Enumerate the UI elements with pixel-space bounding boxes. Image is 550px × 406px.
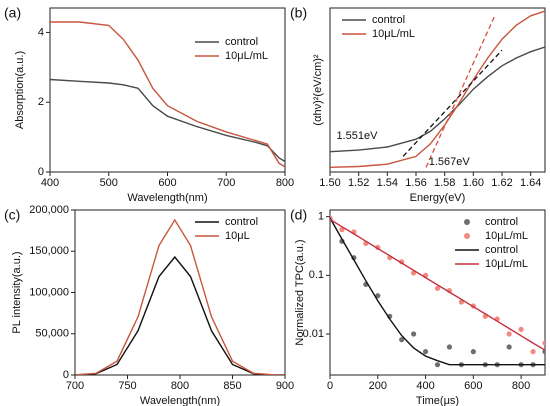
x-tick-label: 700 xyxy=(217,177,235,189)
panel-label: (d) xyxy=(290,207,307,223)
x-axis-label: Time(μs) xyxy=(416,395,459,406)
data-point xyxy=(375,293,381,299)
plot-frame xyxy=(49,7,286,173)
x-tick-label: 400 xyxy=(41,177,59,189)
fit-line xyxy=(425,15,496,168)
y-tick-label: 0 xyxy=(63,369,69,381)
panel-label: (a) xyxy=(4,5,21,21)
data-point xyxy=(422,349,429,355)
data-point xyxy=(446,344,453,350)
y-axis-label: Absorption(a.u.) xyxy=(14,51,26,129)
y-tick-label: 100,000 xyxy=(29,286,69,298)
x-tick-label: 900 xyxy=(276,380,294,392)
x-tick-label: 700 xyxy=(66,380,84,392)
data-line xyxy=(330,218,545,351)
y-tick-label: 200,000 xyxy=(29,204,69,216)
legend-swatch xyxy=(464,219,470,225)
y-axis-label: PL intensity(a.u.) xyxy=(11,251,23,333)
x-axis-label: Energy(eV) xyxy=(410,192,466,204)
data-point xyxy=(339,227,345,233)
legend-label: 10μL xyxy=(225,230,250,242)
data-point xyxy=(411,331,417,337)
annotation: 1.567eV xyxy=(429,156,471,168)
data-line xyxy=(330,217,545,366)
data-point xyxy=(506,344,512,350)
legend-label: control xyxy=(485,216,518,228)
x-axis-label: Wavelength(nm) xyxy=(127,192,207,204)
legend-label: 10μL/mL xyxy=(372,28,415,40)
data-point xyxy=(530,349,536,355)
y-tick-label: 0 xyxy=(38,166,44,178)
y-tick-label: 0.01 xyxy=(303,328,324,340)
x-tick-label: 0 xyxy=(327,380,333,392)
legend-swatch xyxy=(464,233,470,239)
data-point xyxy=(470,349,476,355)
data-point xyxy=(542,340,545,346)
annotation: 1.551eV xyxy=(336,130,378,142)
data-point xyxy=(399,337,405,343)
legend-label: control xyxy=(225,36,258,48)
x-tick-label: 500 xyxy=(100,177,118,189)
plot-frame xyxy=(329,7,546,173)
data-line xyxy=(75,255,285,375)
data-line xyxy=(50,21,285,168)
data-point xyxy=(434,362,441,368)
x-tick-label: 1.58 xyxy=(434,177,455,189)
data-line xyxy=(330,46,545,153)
legend-label: 10μL/mL xyxy=(225,50,268,62)
y-axis-label: (αhν)²(eV/cm)² xyxy=(312,54,324,125)
x-tick-label: 1.62 xyxy=(491,177,512,189)
x-tick-label: 600 xyxy=(464,380,482,392)
x-tick-label: 750 xyxy=(118,380,136,392)
x-tick-label: 600 xyxy=(158,177,176,189)
plot-frame xyxy=(74,209,286,376)
x-tick-label: 800 xyxy=(276,177,294,189)
data-point xyxy=(434,285,441,291)
x-tick-label: 800 xyxy=(171,380,189,392)
data-point xyxy=(518,326,524,332)
data-point xyxy=(506,331,512,337)
legend-label: control xyxy=(225,216,258,228)
plot-frame xyxy=(329,209,546,376)
x-tick-label: 200 xyxy=(369,380,387,392)
y-tick-label: 50,000 xyxy=(35,328,69,340)
x-tick-label: 1.52 xyxy=(348,177,369,189)
y-tick-label: 2 xyxy=(38,96,44,108)
data-line xyxy=(75,218,285,375)
x-tick-label: 1.54 xyxy=(377,177,398,189)
legend-label: control xyxy=(485,244,518,256)
legend-label: 10μL/mL xyxy=(485,258,528,270)
y-tick-label: 4 xyxy=(38,26,44,38)
data-line xyxy=(50,78,285,163)
x-tick-label: 400 xyxy=(416,380,434,392)
x-tick-label: 1.56 xyxy=(405,177,426,189)
x-tick-label: 1.64 xyxy=(520,177,541,189)
x-tick-label: 800 xyxy=(512,380,530,392)
data-line xyxy=(330,10,545,168)
x-axis-label: Wavelength(nm) xyxy=(140,395,220,406)
y-tick-label: 0.1 xyxy=(309,269,324,281)
legend-label: 10μL/mL xyxy=(485,230,528,242)
y-axis-label: Normalized TPC(a.u.) xyxy=(294,239,306,345)
panel-label: (b) xyxy=(290,5,307,21)
legend-label: control xyxy=(372,14,405,26)
y-tick-label: 150,000 xyxy=(29,245,69,257)
y-tick-label: 1 xyxy=(318,211,324,223)
x-tick-label: 850 xyxy=(223,380,241,392)
fit-line xyxy=(402,49,503,157)
x-tick-label: 1.50 xyxy=(319,177,340,189)
x-tick-label: 1.60 xyxy=(463,177,484,189)
panel-label: (c) xyxy=(4,207,20,223)
